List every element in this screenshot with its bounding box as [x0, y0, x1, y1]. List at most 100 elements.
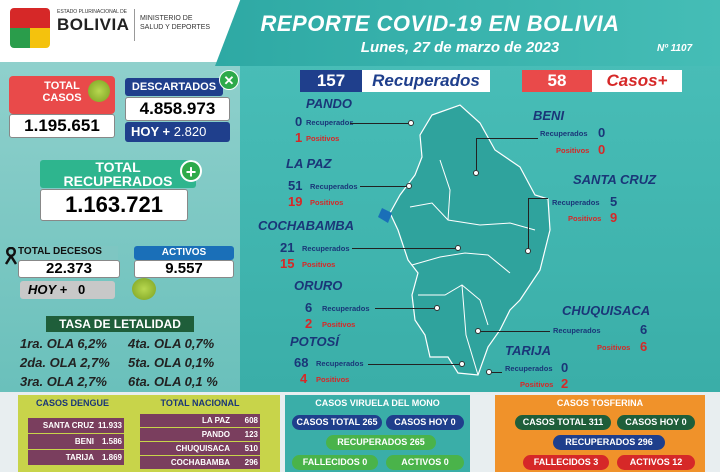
total-casos-value: 1.195.651: [9, 114, 115, 138]
mourning-ribbon-icon: [4, 246, 18, 265]
close-x-icon: ✕: [219, 70, 239, 90]
tosferina-act-label: ACTIVOS: [629, 457, 670, 467]
mono-rec-value: 265: [409, 437, 425, 447]
descartados-label: DESCARTADOS: [125, 78, 223, 96]
virus-icon: [88, 80, 110, 102]
dept-beni-name: BENI: [533, 108, 565, 123]
dept-santacruz-leader-v: [528, 198, 529, 250]
activos-value: 9.557: [134, 260, 234, 278]
total-recuperados-label-2: RECUPERADOS: [63, 173, 173, 189]
dept-potosi-leader: [368, 364, 460, 365]
tosferina-act: ACTIVOS 12: [617, 455, 695, 470]
dept-potosi-pin: [459, 361, 465, 367]
total-recuperados-label-box: TOTAL RECUPERADOS: [40, 160, 196, 188]
decesos-hoy: HOY + 0: [20, 281, 115, 299]
dept-lapaz-name: LA PAZ: [286, 156, 332, 171]
descartados-number: 4.858.973: [139, 99, 216, 118]
dept-cochabamba-pos-label: Positivos: [302, 260, 336, 269]
dept-santacruz-leader: [528, 198, 548, 199]
dept-beni-leader-v: [476, 138, 477, 170]
decesos-hoy-value: 0: [77, 282, 86, 297]
dept-cochabamba-leader: [352, 248, 456, 249]
total-recuperados-label-1: TOTAL: [95, 159, 141, 175]
dept-tarija-leader: [488, 372, 502, 373]
descartados-hoy-value: 2.820: [173, 124, 207, 139]
mono-total-label: CASOS TOTAL: [296, 417, 360, 427]
tosferina-hoy-value: 0: [681, 417, 687, 427]
dept-cochabamba-name: COCHABAMBA: [258, 218, 355, 233]
mono-fall-value: 0: [362, 457, 368, 467]
dengue-row-lapaz: LA PAZ 608: [140, 414, 260, 427]
mono-total: CASOS TOTAL 265: [292, 415, 382, 430]
mono-rec: RECUPERADOS 265: [326, 435, 436, 450]
dept-santacruz-rec: 5: [610, 194, 618, 209]
descartados-hoy: HOY + 2.820: [125, 122, 230, 142]
dengue-lapaz-label: LA PAZ: [202, 416, 230, 425]
casos-count: 58: [522, 70, 592, 92]
tosferina-hoy-label: CASOS HOY: [625, 417, 680, 427]
dengue-row-santacruz: SANTA CRUZ 11.933: [28, 418, 124, 433]
dept-tarija-pin: [486, 369, 492, 375]
dept-lapaz-rec: 51: [288, 178, 303, 193]
dept-chuquisaca-pin: [475, 328, 481, 334]
dengue-pando-value: 123: [244, 430, 258, 439]
dengue-row-beni: BENI 1.586: [28, 434, 124, 449]
mono-act-value: 0: [443, 457, 449, 467]
mono-rec-label: RECUPERADOS: [337, 437, 408, 447]
page-title: REPORTE COVID-19 EN BOLIVIA: [260, 11, 620, 36]
dept-oruro-leader: [375, 308, 435, 309]
tosferina-total: CASOS TOTAL 311: [515, 415, 611, 430]
tosferina-total-value: 311: [588, 417, 604, 427]
dept-oruro-name: ORURO: [294, 278, 343, 293]
tosferina-title: CASOS TOSFERINA: [556, 398, 644, 408]
dengue-beni-value: 1.586: [101, 437, 122, 446]
mono-hoy-value: 0: [450, 417, 456, 427]
dengue-title: CASOS DENGUE: [35, 398, 109, 408]
dept-oruro-rec: 6: [305, 300, 313, 315]
logo-word: BOLIVIA: [57, 15, 130, 34]
dengue-row-cochabamba: COCHABAMBA 296: [140, 456, 260, 469]
dept-tarija-pos-label: Positivos: [520, 380, 554, 389]
dept-potosi-rec-label: Recuperados: [316, 359, 364, 368]
ministry-line2: SALUD Y DEPORTES: [140, 24, 211, 31]
logo-line1: ESTADO PLURINACIONAL DE: [57, 9, 128, 15]
letalidad-ola-1: 1ra. OLA 6,2%: [20, 336, 107, 351]
report-number: Nº 1107: [657, 43, 693, 54]
letalidad-row-1: 1ra. OLA 6,2% 4ta. OLA 0,7%: [20, 336, 235, 351]
dept-beni-rec: 0: [598, 125, 606, 140]
total-casos-label-2: CASOS: [42, 92, 82, 104]
dengue-santacruz-label: SANTA CRUZ: [42, 421, 94, 430]
coat-of-arms-icon: [10, 8, 50, 48]
dept-beni-pos-label: Positivos: [556, 146, 590, 155]
dept-beni-leader: [476, 138, 538, 139]
dengue-cochabamba-label: COCHABAMBA: [170, 458, 230, 467]
dept-santacruz-rec-label: Recuperados: [552, 198, 600, 207]
activos-label: ACTIVOS: [134, 246, 234, 260]
dept-oruro-rec-label: Recuperados: [322, 304, 370, 313]
dept-lapaz-pos: 19: [288, 194, 303, 209]
decesos-hoy-label: HOY +: [28, 282, 68, 297]
dept-chuquisaca-leader: [478, 331, 550, 332]
dept-pando-name: PANDO: [306, 96, 352, 111]
dengue-tarija-value: 1.869: [101, 453, 122, 462]
bolivia-map: [378, 104, 551, 376]
dept-pando-pos-label: Positivos: [306, 134, 340, 143]
dept-oruro-pos-label: Positivos: [322, 320, 356, 329]
letalidad-ola-3: 3ra. OLA 2,7%: [20, 374, 107, 389]
letalidad-ola-6: 6ta. OLA 0,1 %: [128, 374, 218, 389]
header-banner: [215, 0, 720, 66]
dept-chuquisaca-pos: 6: [640, 339, 648, 354]
dept-oruro-pin: [434, 305, 440, 311]
recuperados-count-label: Recuperados: [362, 70, 490, 92]
tosferina-act-value: 12: [672, 457, 683, 467]
dept-potosi-rec: 68: [294, 355, 309, 370]
dept-cochabamba-rec-label: Recuperados: [302, 244, 350, 253]
dept-potosi-name: POTOSÍ: [290, 334, 339, 349]
letalidad-ola-4: 4ta. OLA 0,7%: [128, 336, 215, 351]
dengue-pando-label: PANDO: [201, 430, 230, 439]
letalidad-title: TASA DE LETALIDAD: [46, 316, 194, 332]
dept-chuquisaca-rec: 6: [640, 322, 648, 337]
mono-hoy-label: CASOS HOY: [394, 417, 449, 427]
dept-lapaz-leader: [360, 186, 408, 187]
dengue-chuquisaca-label: CHUQUISACA: [175, 444, 230, 453]
